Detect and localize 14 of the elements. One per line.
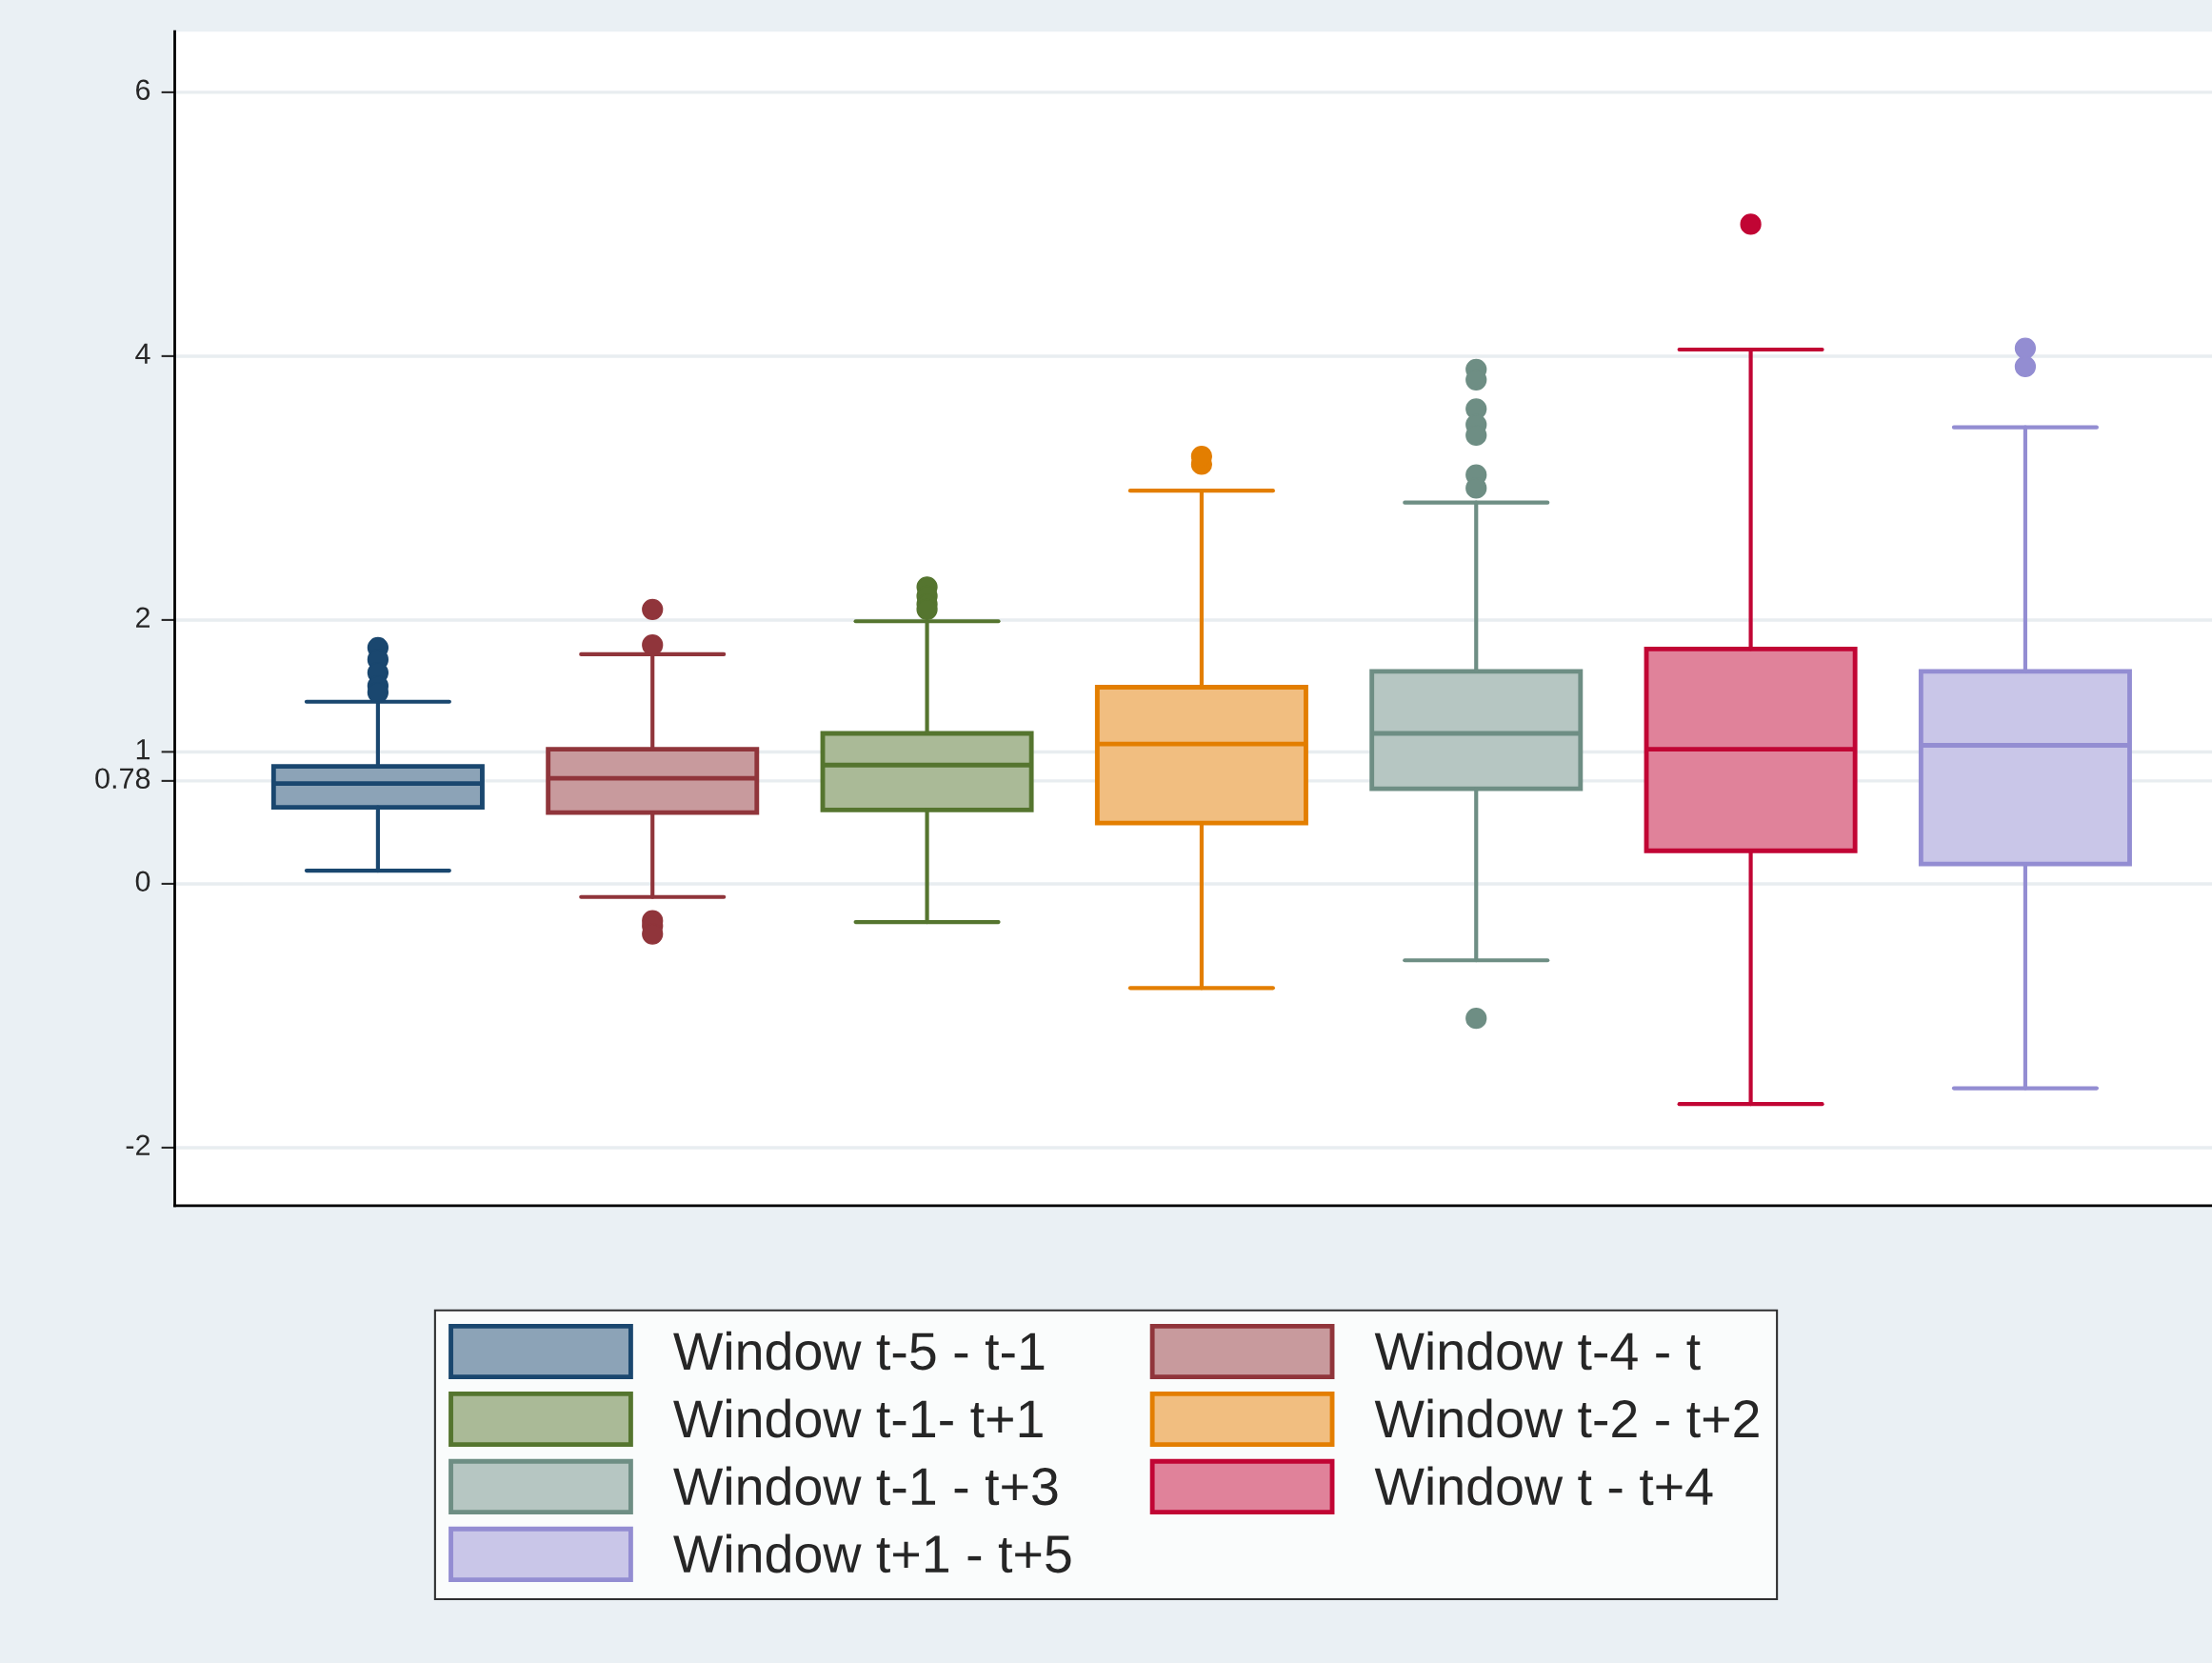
legend-label: Window t+1 - t+5 [673, 1533, 1071, 1573]
y-tick-label: 0.78 [95, 768, 150, 790]
legend-label: Window t-2 - t+2 [1374, 1398, 1759, 1438]
legend-label: Window t-5 - t-1 [673, 1331, 1045, 1371]
y-tick-label: 6 [136, 79, 150, 101]
y-tick-label: 0 [135, 871, 150, 892]
legend-label: Window t - t+4 [1374, 1466, 1713, 1506]
y-tick-label: -2 [126, 1134, 149, 1155]
legend-label: Window t-1- t+1 [673, 1398, 1043, 1438]
y-tick-label: 2 [136, 607, 149, 628]
y-tick-label: 4 [135, 343, 150, 364]
legend-label: Window t-4 - t [1374, 1331, 1701, 1371]
legend-label: Window t-1 - t+3 [673, 1466, 1058, 1506]
y-tick-label: 1 [136, 739, 150, 760]
